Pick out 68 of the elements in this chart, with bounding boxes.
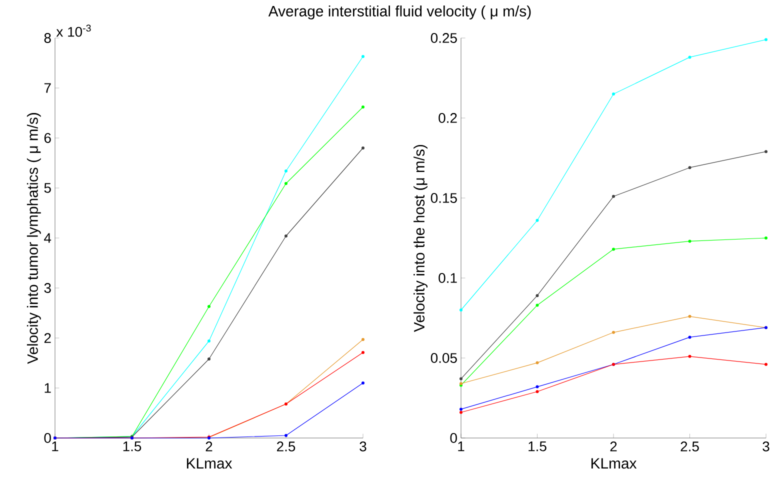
x-tick-label: 2.5 — [277, 442, 296, 452]
point — [612, 248, 616, 251]
y-tick-label: 0.05 — [430, 353, 457, 363]
point — [764, 38, 768, 42]
point — [688, 354, 692, 358]
point — [208, 340, 210, 342]
y-tick-label: 5 — [44, 183, 51, 193]
y-tick-label: 0.25 — [430, 33, 457, 43]
point — [208, 305, 210, 308]
y-tick-label: 0.15 — [430, 193, 457, 203]
point — [688, 240, 692, 243]
x-tick-label: 2.5 — [680, 442, 699, 452]
point — [688, 336, 692, 339]
point — [284, 182, 288, 185]
y-tick-label: 4 — [44, 233, 52, 243]
point — [284, 170, 288, 172]
point — [362, 146, 364, 150]
point — [688, 314, 692, 318]
point — [764, 150, 768, 154]
point — [612, 194, 616, 198]
y-tick-label: 7 — [44, 83, 51, 93]
point — [460, 410, 463, 414]
y-axis-title: Velocity into the host (μ m/s) — [414, 144, 428, 332]
x-axis-title: KLmax — [591, 458, 637, 469]
y-tick-label: 6 — [44, 133, 51, 143]
point — [764, 362, 768, 366]
point — [460, 408, 463, 411]
point — [362, 106, 364, 108]
y-tick-label: 0 — [450, 433, 457, 443]
text: x 10$^{-3}$ — [56, 24, 91, 37]
x-tick-label: 1.5 — [123, 442, 142, 452]
x-tick-label: 3 — [360, 442, 366, 452]
point — [688, 166, 692, 170]
x-tick-label: 1 — [52, 442, 58, 452]
point — [460, 308, 463, 312]
point — [612, 330, 616, 334]
point — [536, 385, 539, 388]
point — [208, 358, 210, 360]
point — [362, 351, 364, 354]
point — [536, 390, 539, 394]
x-tick-label: 1.5 — [528, 442, 546, 452]
point — [612, 92, 616, 96]
y-tick-label: 1 — [44, 383, 51, 393]
point — [536, 361, 539, 364]
y-tick-label: 2 — [44, 333, 51, 343]
x-tick-label: 2 — [610, 442, 617, 452]
point — [362, 382, 364, 384]
y-tick-label: 0.2 — [438, 113, 457, 123]
x-tick-label: 1 — [458, 442, 464, 452]
y-tick-label: 0 — [44, 433, 51, 443]
point — [764, 236, 768, 240]
y-tick-label: 0.1 — [438, 273, 457, 283]
point — [536, 294, 539, 298]
point — [460, 377, 463, 380]
point — [536, 304, 539, 307]
point — [284, 434, 288, 437]
x-tick-label: 2 — [206, 442, 212, 452]
text: Average interstitial fluid velocity ( μ m/s) — [268, 6, 531, 20]
point — [362, 338, 364, 341]
point — [362, 55, 364, 58]
x-tick-label: 3 — [762, 442, 770, 452]
point — [688, 56, 692, 59]
point — [536, 218, 539, 222]
y-axis-title: Velocity into tumor lymphatics ( μ m/s) — [26, 113, 41, 364]
y-tick-label: 8 — [44, 33, 51, 43]
x-axis-title: KLmax — [186, 458, 232, 469]
point — [284, 234, 288, 238]
y-tick-label: 3 — [44, 283, 51, 293]
